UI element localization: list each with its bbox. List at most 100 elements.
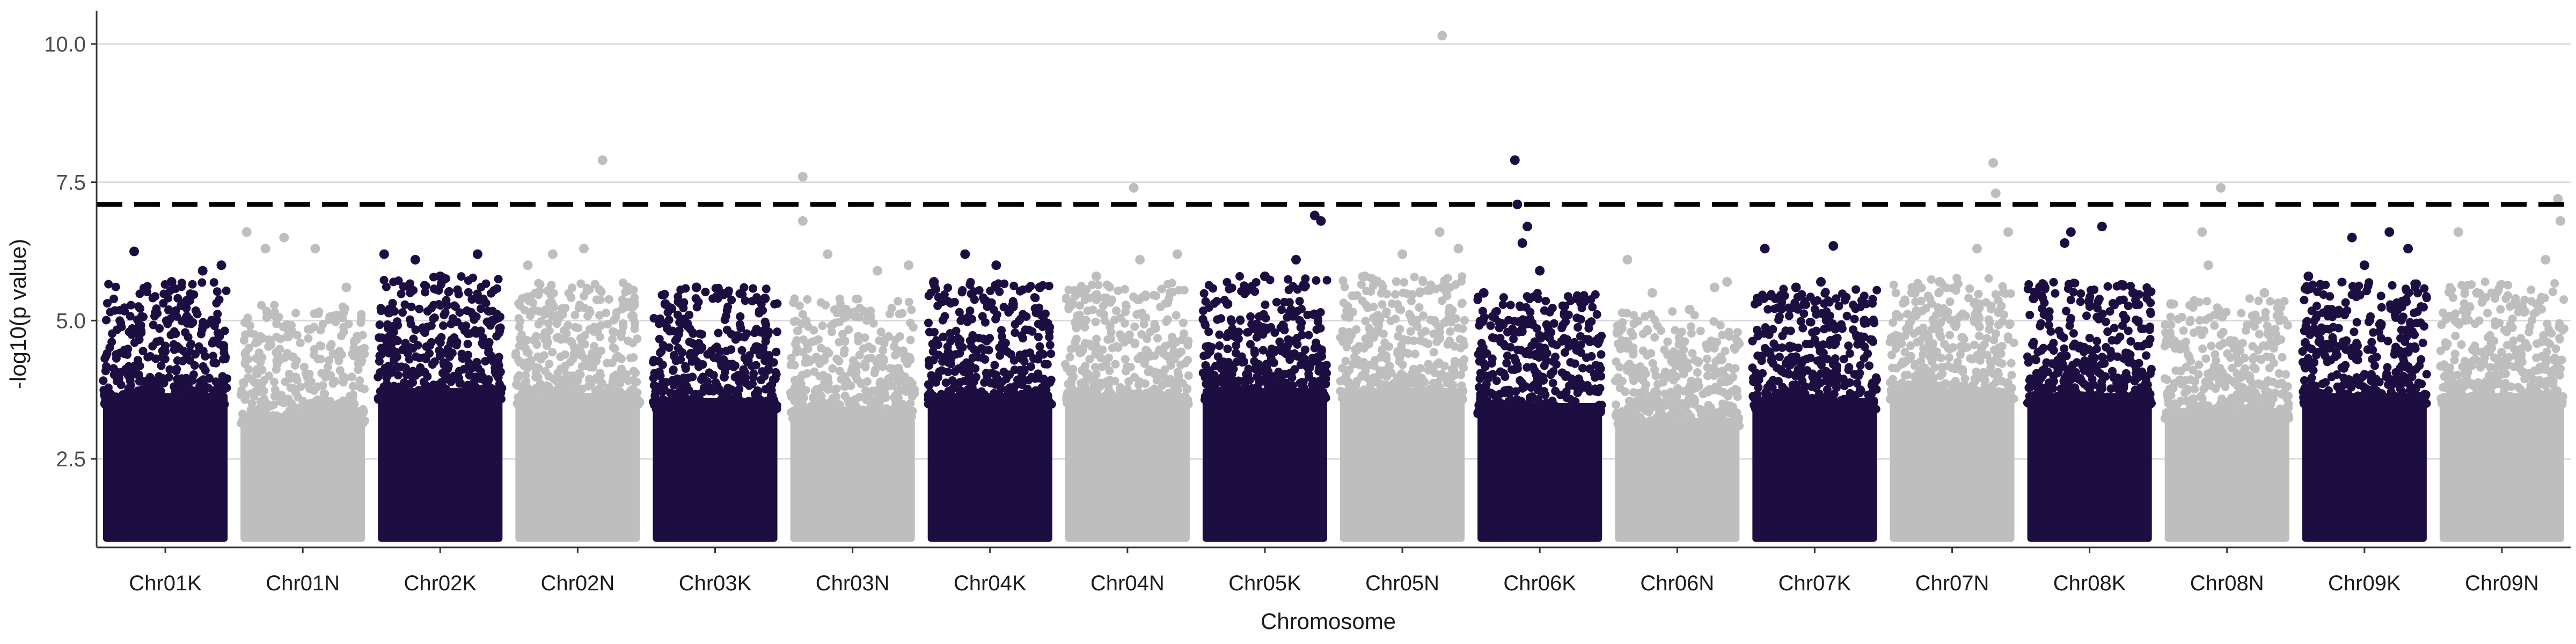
- data-point: [798, 310, 807, 319]
- data-point: [1213, 352, 1223, 361]
- data-point: [802, 369, 811, 378]
- data-point: [290, 361, 299, 370]
- data-point: [681, 387, 690, 397]
- data-point: [570, 392, 580, 401]
- data-point: [741, 296, 750, 305]
- data-point: [240, 393, 249, 402]
- data-point: [1290, 349, 1299, 358]
- data-point: [1299, 354, 1308, 363]
- data-point: [1440, 393, 1450, 402]
- data-point: [940, 312, 949, 321]
- data-point: [209, 352, 218, 361]
- data-point: [1439, 361, 1448, 370]
- data-point: [1253, 389, 1262, 398]
- series-Chr05K: [1198, 210, 1331, 542]
- data-point: [1314, 377, 1323, 386]
- data-point: [1011, 320, 1020, 329]
- data-point: [481, 298, 491, 308]
- data-point: [1409, 336, 1418, 346]
- data-point: [1583, 406, 1592, 415]
- data-point: [1263, 385, 1272, 394]
- data-point: [1026, 362, 1035, 371]
- data-point: [880, 339, 889, 348]
- data-point: [909, 323, 918, 332]
- data-point: [296, 338, 305, 347]
- data-point: [462, 321, 471, 331]
- data-point: [1227, 283, 1236, 292]
- data-point: [1397, 341, 1406, 350]
- data-point: [172, 364, 181, 374]
- data-point: [157, 361, 166, 370]
- data-point: [1574, 323, 1583, 332]
- data-point: [871, 365, 880, 374]
- data-point: [753, 395, 762, 404]
- data-point: [220, 326, 229, 335]
- data-point: [553, 311, 562, 320]
- data-point: [676, 299, 685, 308]
- data-point: [145, 352, 155, 361]
- data-point: [624, 297, 633, 306]
- data-point: [1564, 310, 1573, 319]
- data-point: [185, 314, 194, 324]
- data-point: [1135, 295, 1144, 304]
- data-point: [716, 347, 725, 356]
- data-point: [272, 319, 281, 328]
- data-point: [407, 391, 416, 400]
- data-point: [1716, 320, 1725, 330]
- data-point: [374, 395, 383, 404]
- data-point: [1483, 407, 1492, 416]
- data-point: [875, 414, 884, 423]
- data-point: [1628, 331, 1637, 340]
- data-point: [879, 357, 888, 366]
- data-point: [1444, 314, 1453, 324]
- data-point: [353, 349, 362, 358]
- data-point: [453, 375, 463, 384]
- data-point: [1098, 345, 1107, 354]
- peak-point: [260, 244, 270, 254]
- data-point: [463, 306, 472, 315]
- data-point: [1548, 378, 1557, 387]
- data-point: [872, 358, 881, 367]
- data-point: [1527, 383, 1536, 392]
- data-point: [492, 332, 501, 341]
- data-point: [873, 385, 882, 394]
- data-point: [1240, 357, 1249, 367]
- data-point: [1543, 404, 1553, 413]
- data-point: [1312, 276, 1321, 285]
- data-point: [476, 367, 485, 376]
- data-point: [684, 373, 693, 382]
- data-point: [789, 317, 799, 326]
- data-point: [1391, 290, 1400, 299]
- data-point: [1653, 379, 1662, 389]
- data-point: [535, 287, 544, 296]
- data-point: [1091, 363, 1100, 372]
- data-point: [1045, 340, 1055, 349]
- data-point: [524, 348, 533, 357]
- data-point: [1340, 375, 1349, 384]
- data-point: [822, 408, 831, 418]
- data-point: [464, 276, 473, 285]
- data-point: [813, 414, 822, 423]
- data-point: [1293, 285, 1302, 294]
- data-point: [792, 336, 801, 345]
- data-point: [701, 288, 710, 297]
- data-point: [851, 312, 860, 321]
- data-point: [668, 326, 677, 335]
- data-point: [1267, 354, 1276, 363]
- data-point: [219, 341, 229, 350]
- data-point: [542, 341, 551, 350]
- data-point: [270, 385, 280, 394]
- data-point: [533, 352, 543, 361]
- data-point: [673, 310, 682, 319]
- data-point: [862, 396, 871, 405]
- data-point: [343, 406, 353, 415]
- data-point: [1083, 306, 1092, 316]
- data-point: [596, 369, 605, 378]
- data-point: [760, 371, 769, 380]
- data-point: [1107, 389, 1116, 398]
- data-point: [360, 343, 369, 353]
- data-point: [1026, 282, 1035, 291]
- series-Chr01K: [99, 246, 232, 542]
- data-point: [481, 357, 490, 366]
